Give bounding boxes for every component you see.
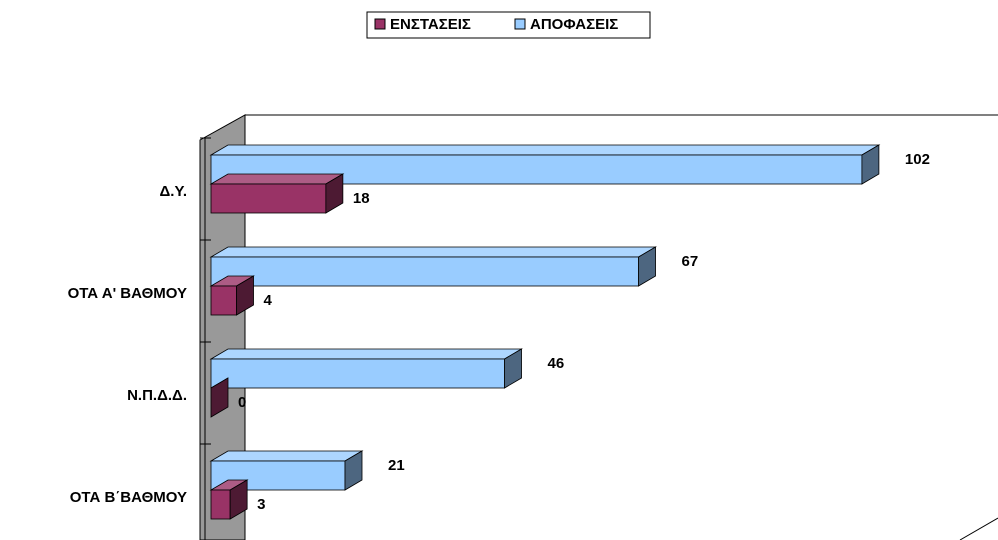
- value-label: 102: [905, 151, 930, 168]
- category-label: Ν.Π.Δ.Δ.: [127, 387, 187, 404]
- side-wall: [199, 114, 246, 540]
- bar-side: [344, 450, 363, 491]
- bar-top: [209, 246, 658, 258]
- value-label: 46: [548, 355, 565, 372]
- back-wall: [244, 114, 998, 540]
- legend-label: ΕΝΣΤΑΣΕΙΣ: [390, 16, 471, 33]
- legend-label: ΑΠΟΦΑΣΕΙΣ: [530, 16, 618, 33]
- bar-side: [504, 348, 522, 389]
- bar-top: [209, 173, 345, 185]
- bar: [210, 183, 327, 214]
- bar-side: [210, 377, 229, 418]
- bar-side: [236, 275, 254, 316]
- bar-top: [209, 450, 364, 462]
- value-label: 18: [353, 190, 370, 207]
- value-label: 3: [257, 496, 265, 513]
- bar: [210, 285, 237, 316]
- value-label: 4: [264, 292, 273, 309]
- value-label: 21: [388, 457, 405, 474]
- floor-edge: [959, 517, 998, 540]
- bar-side: [325, 173, 344, 214]
- bar-side: [229, 479, 248, 520]
- bar-top: [209, 144, 881, 156]
- category-label: Δ.Υ.: [160, 183, 187, 200]
- bar-top: [209, 348, 524, 360]
- bar: [210, 256, 639, 287]
- value-label: 0: [238, 394, 246, 411]
- bar: [210, 489, 231, 520]
- legend-swatch: [514, 18, 526, 30]
- bar-side: [861, 144, 880, 185]
- value-label: 67: [682, 253, 699, 270]
- bar: [210, 358, 505, 389]
- legend: [366, 11, 651, 39]
- bar-side: [638, 246, 656, 287]
- category-label: ΟΤΑ Α' ΒΑΘΜΟΥ: [68, 285, 187, 302]
- legend-swatch: [374, 18, 386, 30]
- category-label: ΟΤΑ Β΄ΒΑΘΜΟΥ: [70, 489, 187, 506]
